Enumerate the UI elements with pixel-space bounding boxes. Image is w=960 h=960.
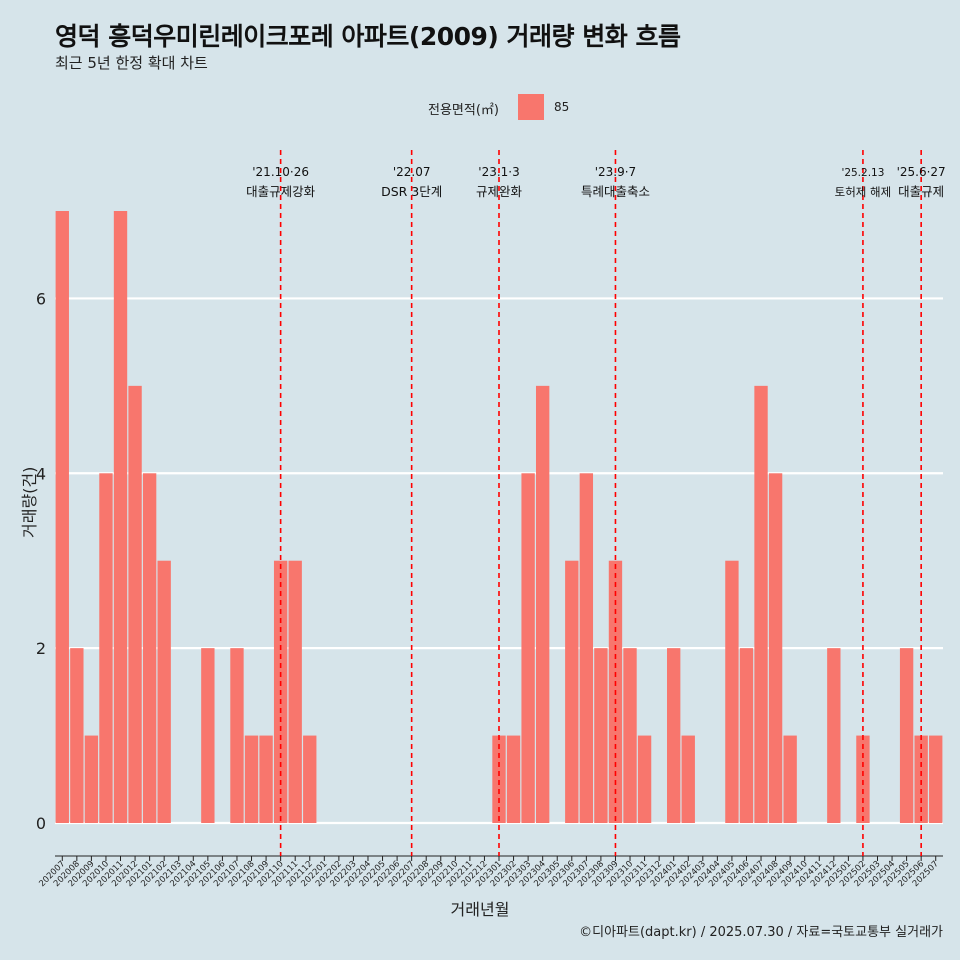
y-tick-label: 4 xyxy=(36,464,46,483)
event-name-label: 대출규제 xyxy=(898,184,944,199)
bar-202401 xyxy=(667,648,681,823)
bar-202105 xyxy=(201,648,215,823)
x-axis-label: 거래년월 xyxy=(450,900,510,919)
chart-subtitle: 최근 5년 한정 확대 차트 xyxy=(55,54,208,72)
bar-202406 xyxy=(739,648,754,823)
bar-202011 xyxy=(113,211,128,823)
bar-202102 xyxy=(157,560,171,823)
bar-202111 xyxy=(288,560,302,823)
bar-202505 xyxy=(899,648,914,823)
event-name-label: DSR 3단계 xyxy=(381,184,442,199)
bar-202008 xyxy=(70,648,84,823)
bar-202010 xyxy=(99,473,113,823)
bar-202506 xyxy=(914,735,928,823)
bar-202101 xyxy=(142,473,157,823)
bar-202507 xyxy=(929,735,943,823)
legend-title: 전용면적(㎡) xyxy=(428,103,499,118)
event-date-label: '25.2.13 xyxy=(841,167,884,179)
legend-item-label: 85 xyxy=(554,100,570,114)
bar-202009 xyxy=(84,735,99,823)
event-date-label: '22.07 xyxy=(393,165,431,179)
event-name-label: 규제완화 xyxy=(476,184,523,199)
bar-202409 xyxy=(783,735,797,823)
event-date-label: '23.1·3 xyxy=(478,165,519,179)
bar-202112 xyxy=(303,735,317,823)
bar-202303 xyxy=(521,473,535,823)
bar-202302 xyxy=(506,735,521,823)
bar-202408 xyxy=(768,473,783,823)
event-date-label: '23.9·7 xyxy=(595,165,636,179)
bar-202306 xyxy=(565,560,579,823)
bar-202311 xyxy=(637,735,652,823)
bar-202407 xyxy=(754,385,768,823)
bar-202405 xyxy=(725,560,739,823)
bar-202412 xyxy=(827,648,841,823)
bar-202108 xyxy=(244,735,259,823)
bar-202402 xyxy=(681,735,695,823)
event-name-label: 토허제 해제 xyxy=(835,185,892,199)
y-tick-label: 6 xyxy=(36,289,46,308)
bar-202310 xyxy=(623,648,637,823)
bar-202301 xyxy=(492,735,506,823)
bar-202308 xyxy=(594,648,608,823)
bar-202107 xyxy=(230,648,244,823)
bar-202307 xyxy=(579,473,594,823)
bar-202012 xyxy=(128,385,142,823)
event-date-label: '21.10·26 xyxy=(252,165,309,179)
legend-key-swatch xyxy=(518,94,544,120)
y-tick-label: 0 xyxy=(36,814,46,833)
y-axis-label: 거래량(건) xyxy=(20,466,39,538)
event-name-label: 대출규제강화 xyxy=(246,184,316,199)
bar-202502 xyxy=(856,735,870,823)
bar-202109 xyxy=(259,735,273,823)
bar-202007 xyxy=(55,211,69,823)
bar-202304 xyxy=(535,385,550,823)
event-date-label: '25.6·27 xyxy=(897,165,946,179)
chart-title: 영덕 흥덕우미린레이크포레 아파트(2009) 거래량 변화 흐름 xyxy=(55,22,681,51)
event-name-label: 특례대출축소 xyxy=(581,184,650,199)
source-caption: ©디아파트(dapt.kr) / 2025.07.30 / 자료=국토교통부 실… xyxy=(579,925,943,940)
y-tick-label: 2 xyxy=(36,639,46,658)
